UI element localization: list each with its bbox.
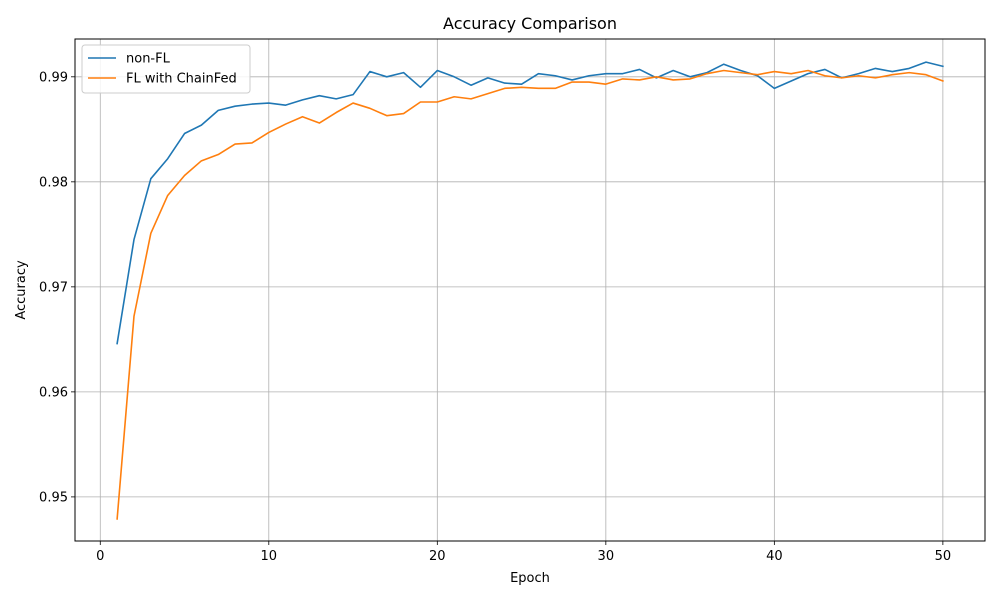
axis-ticks: 0 10 20 30 40 50 0.95 0.96 0.97 0.98 0.99 [39, 70, 951, 564]
x-tick-label: 10 [261, 549, 278, 564]
plot-frame [74, 38, 986, 542]
legend-label-2: FL with ChainFed [126, 72, 237, 87]
y-tick-label: 0.97 [39, 280, 68, 295]
y-axis-label: Accuracy [14, 260, 29, 320]
series-lines [116, 61, 944, 520]
legend-box [81, 44, 251, 94]
y-tick-label: 0.96 [39, 385, 68, 400]
chart-title: Accuracy Comparison [443, 14, 617, 33]
x-tick-label: 30 [598, 549, 615, 564]
x-tick-label: 20 [429, 549, 446, 564]
legend: non-FL FL with ChainFed [81, 44, 251, 94]
y-tick-label: 0.95 [39, 490, 68, 505]
legend-label-1: non-FL [126, 52, 171, 67]
x-tick-label: 50 [935, 549, 952, 564]
x-axis-label: Epoch [510, 571, 550, 586]
series-line-1 [116, 61, 944, 345]
y-tick-label: 0.99 [39, 70, 68, 85]
series-line-2 [116, 69, 944, 520]
x-tick-label: 40 [766, 549, 783, 564]
y-tick-label: 0.98 [39, 175, 68, 190]
x-tick-label: 0 [96, 549, 104, 564]
